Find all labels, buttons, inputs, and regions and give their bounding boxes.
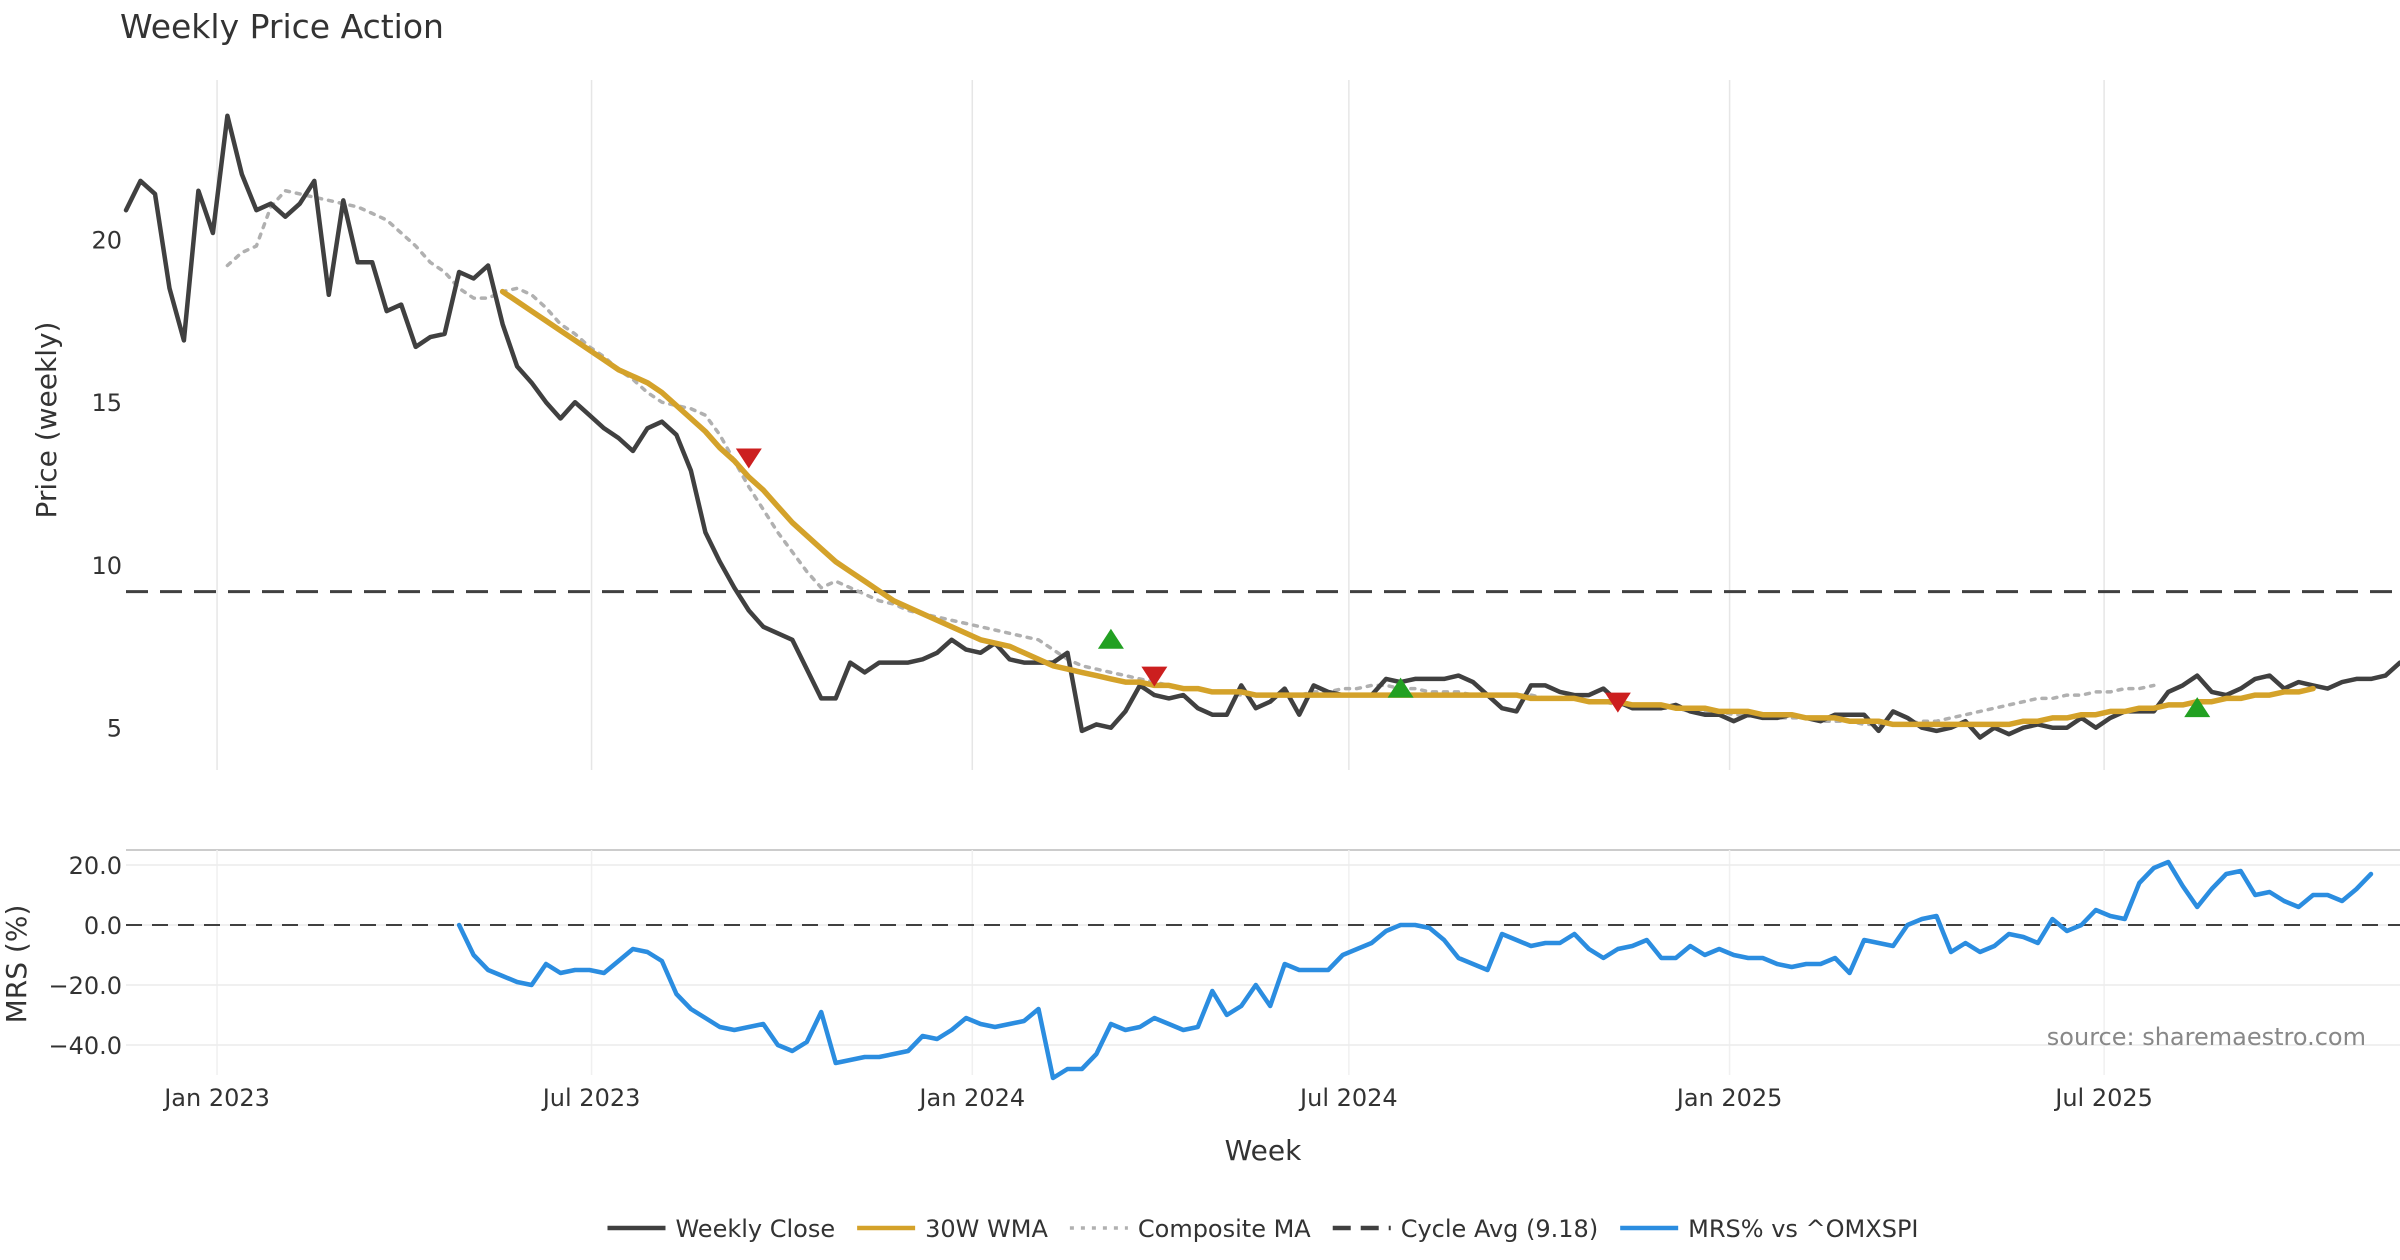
mrs-y-tick-label: 0.0 (84, 912, 122, 940)
price-y-ticks: 5 10 15 20 (91, 226, 122, 742)
mrs-series (456, 859, 2374, 1081)
x-tick-label: Jan 2025 (1675, 1084, 1783, 1112)
legend-item: 30W WMA (857, 1215, 1048, 1243)
legend-item: MRS% vs ^OMXSPI (1620, 1215, 1919, 1243)
chart-title: Weekly Price Action (120, 7, 444, 46)
signal-up-marker (1387, 677, 1414, 698)
x-axis-label: Week (1225, 1134, 1302, 1167)
mrs-y-tick-label: −20.0 (48, 972, 122, 1000)
legend: Weekly Close 30W WMA Composite MA Cycle Avg… (607, 1215, 1919, 1243)
price-series (123, 113, 2400, 740)
price-signals (735, 448, 2211, 718)
legend-label: Composite MA (1138, 1215, 1311, 1243)
x-tick-label: Jan 2023 (162, 1084, 270, 1112)
price-gridlines (216, 80, 2105, 770)
mrs-y-ticks: 20.0 0.0 −20.0 −40.0 (48, 852, 122, 1060)
mrs-y-tick-label: 20.0 (69, 852, 122, 880)
legend-item: Composite MA (1069, 1215, 1311, 1243)
signal-down-marker (1141, 666, 1168, 687)
signal-down-marker (1604, 692, 1631, 713)
price-y-tick-label: 15 (91, 389, 122, 417)
legend-label: 30W WMA (925, 1215, 1048, 1243)
source-label: source: sharemaestro.com (2047, 1023, 2366, 1051)
x-tick-label: Jul 2025 (2053, 1084, 2153, 1112)
series-line-30w-wma (499, 288, 2316, 728)
signal-down-marker (735, 448, 762, 469)
x-tick-label: Jan 2024 (917, 1084, 1025, 1112)
series-line-composite-ma (225, 188, 2156, 727)
x-tick-label: Jul 2024 (1298, 1084, 1398, 1112)
legend-item: Weekly Close (607, 1215, 835, 1243)
price-y-axis-label: Price (weekly) (30, 322, 63, 519)
x-axis-ticks: Jan 2023 Jul 2023 Jan 2024 Jul 2024 Jan 2025… (162, 1084, 2153, 1112)
legend-item: Cycle Avg (9.18) (1332, 1215, 1598, 1243)
mrs-gridlines (126, 850, 2400, 1075)
price-y-tick-label: 5 (107, 715, 122, 743)
x-tick-label: Jul 2023 (541, 1084, 641, 1112)
signal-up-marker (2184, 697, 2211, 718)
series-line-weekly-close (123, 113, 2400, 740)
mrs-y-tick-label: −40.0 (48, 1032, 122, 1060)
price-y-tick-label: 20 (91, 226, 122, 254)
price-y-tick-label: 10 (91, 552, 122, 580)
signal-up-marker (1097, 628, 1124, 649)
mrs-y-axis-label: MRS (%) (0, 905, 33, 1024)
legend-label: MRS% vs ^OMXSPI (1688, 1215, 1918, 1243)
legend-label: Cycle Avg (9.18) (1401, 1215, 1598, 1243)
series-line-mrs (456, 859, 2374, 1081)
legend-label: Weekly Close (675, 1215, 835, 1243)
